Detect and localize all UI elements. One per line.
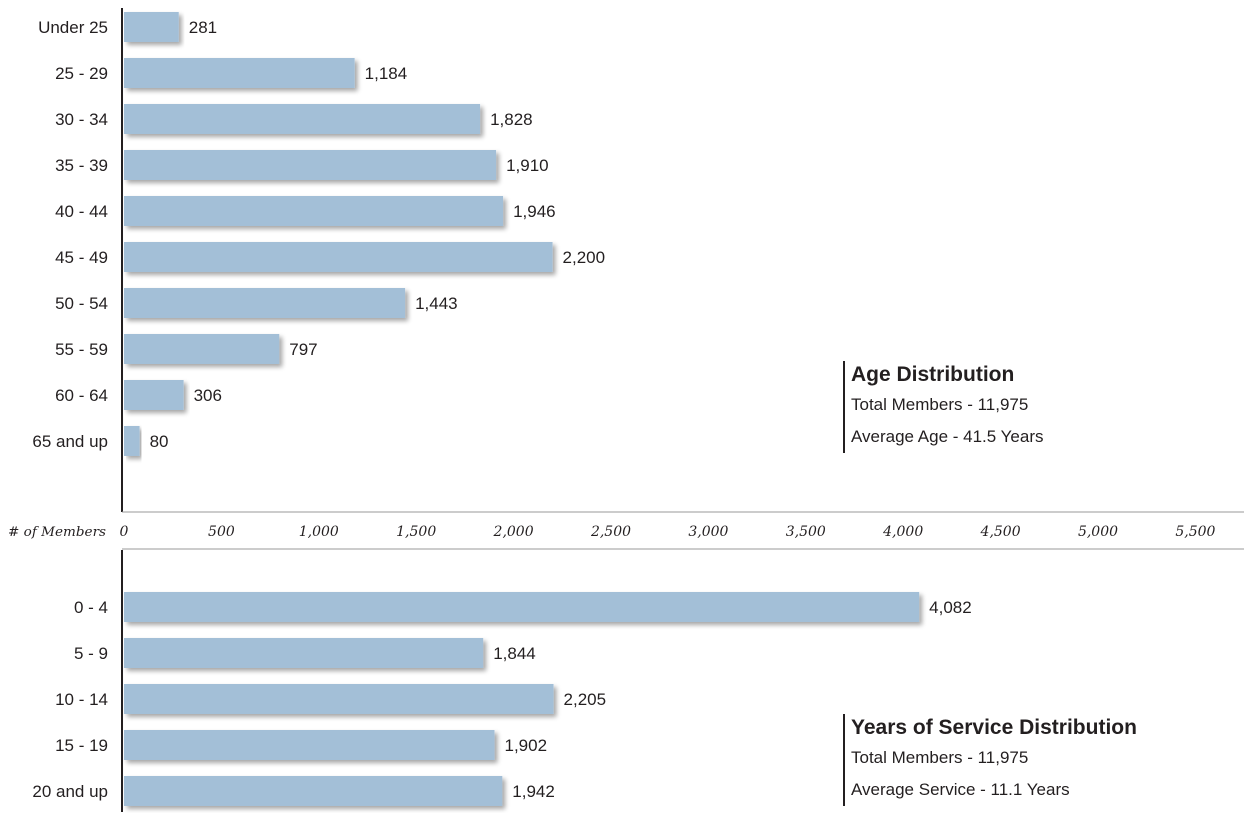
bar bbox=[124, 776, 503, 806]
x-tick-label: 5,000 bbox=[1078, 524, 1118, 540]
bar bbox=[124, 380, 184, 410]
bar bbox=[124, 684, 554, 714]
bar bbox=[124, 150, 497, 180]
x-axis-ticks: 0 500 1,000 1,500 2,000 2,500 3,000 3,500 4,000 4… bbox=[120, 524, 1216, 540]
service-distribution-title: Years of Service Distribution bbox=[851, 716, 1137, 739]
category-label: 55 - 59 bbox=[55, 340, 108, 359]
category-label: 5 - 9 bbox=[74, 644, 108, 663]
x-tick-label: 1,000 bbox=[299, 524, 339, 540]
category-label: 30 - 34 bbox=[55, 110, 108, 129]
value-label: 2,200 bbox=[563, 248, 606, 267]
service-distribution-bars: 0 - 4 4,082 5 - 9 1,844 10 - 14 2,205 15 - 19 1… bbox=[32, 592, 972, 806]
value-label: 1,828 bbox=[490, 110, 533, 129]
bar bbox=[124, 730, 495, 760]
age-distribution-bars: Under 25 281 25 - 29 1,184 30 - 34 1,828 35 - … bbox=[32, 12, 605, 456]
category-label: 15 - 19 bbox=[55, 736, 108, 755]
age-total-members: Total Members - 11,975 bbox=[851, 395, 1029, 414]
category-label: 65 and up bbox=[32, 432, 108, 451]
category-label: 0 - 4 bbox=[74, 598, 108, 617]
category-label: 10 - 14 bbox=[55, 690, 108, 709]
x-tick-label: 0 bbox=[120, 524, 129, 540]
x-tick-label: 4,000 bbox=[882, 524, 923, 540]
bar bbox=[124, 638, 484, 668]
service-distribution-legend: Years of Service Distribution Total Memb… bbox=[843, 714, 1137, 806]
bar bbox=[124, 334, 280, 364]
age-average: Average Age - 41.5 Years bbox=[851, 427, 1044, 446]
category-label: 35 - 39 bbox=[55, 156, 108, 175]
x-tick-label: 4,500 bbox=[980, 524, 1021, 540]
category-label: 20 and up bbox=[32, 782, 108, 801]
bar bbox=[124, 12, 179, 42]
age-distribution-title: Age Distribution bbox=[851, 363, 1015, 386]
value-label: 1,844 bbox=[493, 644, 536, 663]
category-label: 25 - 29 bbox=[55, 64, 108, 83]
x-axis-label: # of Members bbox=[8, 525, 106, 540]
service-total-members: Total Members - 11,975 bbox=[851, 748, 1029, 767]
x-tick-label: 500 bbox=[208, 524, 235, 540]
category-label: 45 - 49 bbox=[55, 248, 108, 267]
bar bbox=[124, 58, 355, 88]
age-distribution-legend: Age Distribution Total Members - 11,975 … bbox=[843, 361, 1044, 453]
value-label: 1,910 bbox=[506, 156, 549, 175]
value-label: 1,946 bbox=[513, 202, 556, 221]
value-label: 1,942 bbox=[512, 782, 555, 801]
bar bbox=[124, 104, 481, 134]
bar bbox=[124, 288, 406, 318]
category-label: 60 - 64 bbox=[55, 386, 108, 405]
bar bbox=[124, 196, 504, 226]
value-label: 281 bbox=[189, 18, 217, 37]
x-tick-label: 3,500 bbox=[786, 524, 826, 540]
value-label: 1,184 bbox=[365, 64, 408, 83]
bar bbox=[124, 426, 140, 456]
category-label: 50 - 54 bbox=[55, 294, 108, 313]
bar bbox=[124, 242, 553, 272]
service-average: Average Service - 11.1 Years bbox=[851, 780, 1070, 799]
x-tick-label: 2,500 bbox=[590, 524, 631, 540]
value-label: 80 bbox=[150, 432, 169, 451]
value-label: 1,902 bbox=[505, 736, 548, 755]
category-label: 40 - 44 bbox=[55, 202, 108, 221]
category-label: Under 25 bbox=[38, 18, 108, 37]
value-label: 2,205 bbox=[564, 690, 607, 709]
x-tick-label: 1,500 bbox=[396, 524, 436, 540]
x-tick-label: 5,500 bbox=[1175, 524, 1215, 540]
bar bbox=[124, 592, 920, 622]
value-label: 306 bbox=[194, 386, 222, 405]
x-tick-label: 2,000 bbox=[493, 524, 534, 540]
value-label: 797 bbox=[289, 340, 317, 359]
value-label: 4,082 bbox=[929, 598, 972, 617]
x-tick-label: 3,000 bbox=[688, 524, 728, 540]
value-label: 1,443 bbox=[415, 294, 458, 313]
